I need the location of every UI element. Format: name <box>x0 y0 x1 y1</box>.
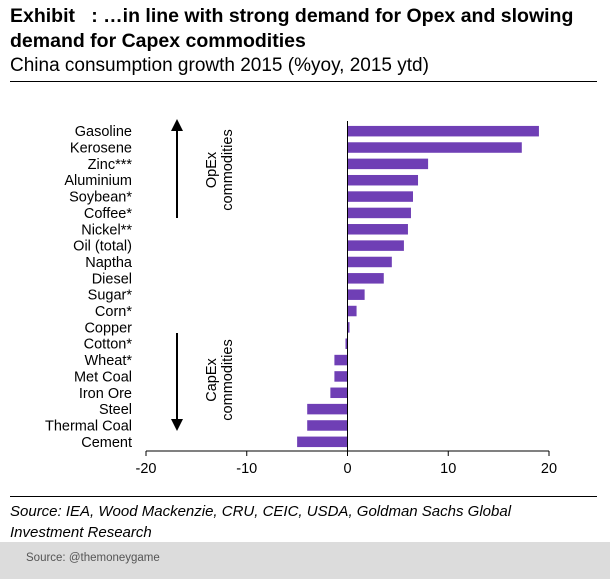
x-tick-label: 0 <box>343 461 351 477</box>
footer-bar: Source: @themoneygame <box>0 542 610 579</box>
category-label: Kerosene <box>70 141 132 157</box>
bar-4 <box>347 191 413 202</box>
category-label: Nickel** <box>81 222 132 238</box>
category-label: Cement <box>81 435 132 451</box>
category-label: Steel <box>99 402 132 418</box>
bar-3 <box>347 174 419 186</box>
bar-18 <box>307 420 348 431</box>
category-label: Coffee* <box>84 206 132 222</box>
bar-8 <box>347 256 392 268</box>
bar-10 <box>347 289 365 300</box>
bar-16 <box>330 387 348 399</box>
top-divider <box>10 81 597 82</box>
bottom-divider <box>10 496 597 497</box>
category-label: Cotton* <box>84 337 133 353</box>
chart-title: Exhibit : …in line with strong demand fo… <box>10 5 579 52</box>
bar-14 <box>334 354 348 366</box>
annotation-line: commodities <box>220 129 236 210</box>
category-label: Aluminium <box>64 173 132 189</box>
category-label: Oil (total) <box>73 239 132 255</box>
annotation-line: CapEx <box>204 357 220 401</box>
opex-arrow-head <box>171 119 183 131</box>
category-label: Thermal Coal <box>45 418 132 434</box>
annotation-line: OpEx <box>204 151 220 188</box>
bar-1 <box>347 142 522 153</box>
category-label: Zinc*** <box>88 157 133 173</box>
category-label: Sugar* <box>88 288 133 304</box>
bar-6 <box>347 224 408 235</box>
category-label: Soybean* <box>69 190 132 206</box>
bar-0 <box>347 125 539 137</box>
capex-arrow-head <box>171 419 183 431</box>
source-note: Source: IEA, Wood Mackenzie, CRU, CEIC, … <box>10 503 512 541</box>
bar-11 <box>347 305 357 317</box>
category-label: Diesel <box>92 271 132 287</box>
bar-13 <box>345 338 348 349</box>
bar-19 <box>297 436 348 448</box>
footer-credit: Source: @themoneygame <box>26 552 160 564</box>
opex-annotation: OpEx commodities <box>204 129 236 210</box>
annotation-line: commodities <box>220 339 236 420</box>
x-tick-label: 20 <box>541 461 557 477</box>
bar-17 <box>307 403 348 415</box>
x-tick-label: -10 <box>236 461 257 477</box>
bar-12 <box>347 322 350 333</box>
category-label: Naptha <box>85 255 133 271</box>
bar-5 <box>347 207 411 219</box>
category-label: Corn* <box>95 304 132 320</box>
category-label: Met Coal <box>74 369 132 385</box>
chart-subtitle: China consumption growth 2015 (%yoy, 201… <box>10 55 429 76</box>
bar-9 <box>347 273 384 284</box>
bar-2 <box>347 158 429 170</box>
category-label: Copper <box>84 320 132 336</box>
x-tick-label: -20 <box>136 461 157 477</box>
capex-annotation: CapEx commodities <box>204 339 236 420</box>
bar-7 <box>347 240 404 251</box>
bar-15 <box>334 371 348 382</box>
category-label: Wheat* <box>84 353 132 369</box>
bar-chart: GasolineKeroseneZinc***AluminiumSoybean*… <box>45 119 557 477</box>
x-tick-label: 10 <box>440 461 456 477</box>
category-label: Iron Ore <box>79 386 132 402</box>
category-label: Gasoline <box>75 124 132 140</box>
